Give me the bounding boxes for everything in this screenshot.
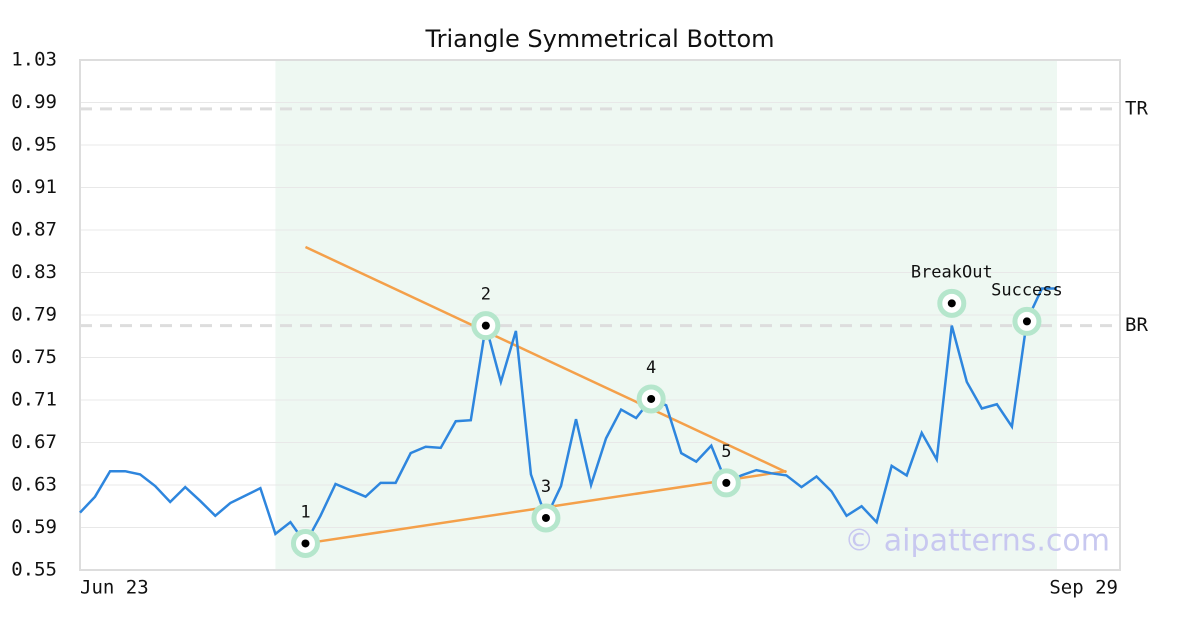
marker-label: 3: [541, 477, 551, 497]
marker-label: 4: [646, 358, 656, 378]
y-tick-label: 0.55: [11, 559, 57, 581]
y-tick-label: 0.91: [11, 176, 57, 198]
y-tick-label: 0.95: [11, 134, 57, 156]
y-tick-label: 0.63: [11, 474, 57, 496]
y-tick-label: 0.71: [11, 389, 57, 411]
y-tick-label: 0.83: [11, 261, 57, 283]
marker-dot: [481, 321, 490, 330]
marker-dot: [541, 513, 550, 522]
plot-border: [79, 59, 1121, 571]
y-tick-label: 0.99: [11, 91, 57, 113]
marker-dot: [301, 539, 310, 548]
marker-label: 2: [481, 285, 491, 305]
marker-label: BreakOut: [911, 262, 993, 282]
marker-label: 1: [300, 502, 310, 522]
level-label: TR: [1125, 97, 1148, 119]
y-tick-label: 0.59: [11, 516, 57, 538]
y-tick-label: 0.75: [11, 346, 57, 368]
price-line: [79, 287, 1057, 546]
chart-title: Triangle Symmetrical Bottom: [424, 25, 774, 53]
marker-dot: [722, 478, 731, 487]
watermark: © aipatterns.com: [844, 524, 1110, 559]
y-tick-label: 0.67: [11, 431, 57, 453]
marker-label: Success: [991, 280, 1063, 300]
marker-dot: [647, 394, 656, 403]
y-tick-label: 0.87: [11, 219, 57, 241]
marker-dot: [947, 299, 956, 308]
marker-label: 5: [721, 442, 731, 462]
marker-dot: [1022, 317, 1031, 326]
y-tick-label: 0.79: [11, 304, 57, 326]
level-label: BR: [1125, 314, 1148, 336]
x-tick-label: Jun 23: [80, 577, 149, 599]
y-tick-label: 1.03: [11, 49, 57, 71]
x-tick-label: Sep 29: [1049, 577, 1118, 599]
trend-line: [304, 245, 787, 474]
